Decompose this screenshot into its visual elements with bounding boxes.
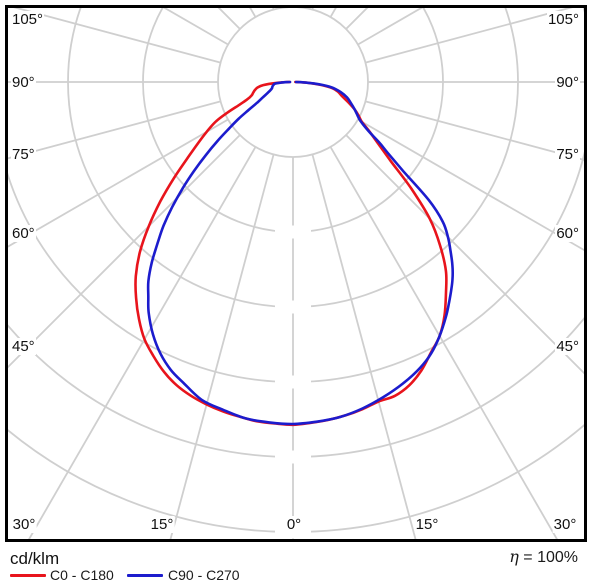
gamma-label-left-60: 60° xyxy=(11,225,36,242)
legend-label-c0: C0 - C180 xyxy=(50,567,114,583)
plot-border xyxy=(5,5,587,542)
gamma-label-left-90: 90° xyxy=(11,74,36,91)
gamma-label-right-90: 90° xyxy=(555,74,580,91)
efficiency-label: η = 100% xyxy=(509,547,578,567)
gamma-label-bottom-30-left: 30° xyxy=(11,516,37,533)
eta-value: = 100% xyxy=(523,549,578,566)
gamma-label-right-60: 60° xyxy=(555,225,580,242)
gamma-label-left-45: 45° xyxy=(11,338,36,355)
gamma-label-right-45: 45° xyxy=(555,338,580,355)
gamma-label-right-105: 105° xyxy=(546,11,580,28)
legend-label-c90: C90 - C270 xyxy=(168,567,240,583)
gamma-label-bottom-15-right: 15° xyxy=(414,516,440,533)
gamma-label-right-75: 75° xyxy=(555,146,580,163)
intensity-curves xyxy=(134,80,455,427)
gamma-label-bottom-0: 0° xyxy=(285,516,303,533)
gamma-label-left-105: 105° xyxy=(11,11,45,28)
legend-line-c90 xyxy=(127,574,163,577)
gamma-label-bottom-30-right: 30° xyxy=(552,516,578,533)
gamma-label-left-75: 75° xyxy=(11,146,36,163)
unit-label: cd/klm xyxy=(10,549,60,568)
legend-line-c0 xyxy=(10,574,46,577)
gamma-label-bottom-15-left: 15° xyxy=(149,516,175,533)
eta-symbol: η xyxy=(509,547,519,566)
